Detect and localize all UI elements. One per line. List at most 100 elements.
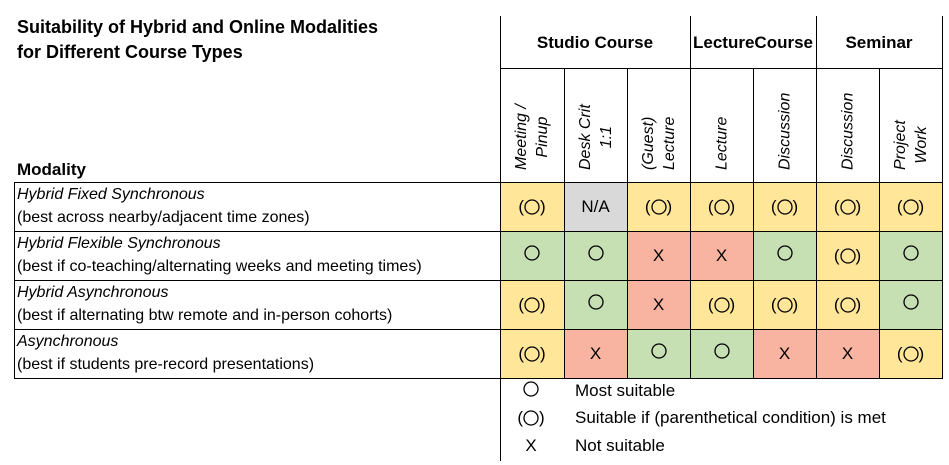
rating-cell: X bbox=[627, 280, 690, 329]
modality-name: Hybrid Flexible Synchronous bbox=[17, 235, 221, 252]
paren-circle-icon: () bbox=[833, 196, 862, 216]
column-header-text: Lecture bbox=[711, 117, 732, 170]
column-header-line: Lecture bbox=[713, 116, 730, 170]
paren-circle-icon: () bbox=[707, 196, 736, 216]
column-header: Meeting / Pinup bbox=[500, 68, 564, 182]
rating-cell: N/A bbox=[564, 182, 627, 231]
circle-icon bbox=[776, 245, 793, 266]
column-divider bbox=[816, 16, 817, 379]
x-mark: X bbox=[778, 343, 791, 363]
paren-circle-icon: () bbox=[833, 294, 862, 314]
circle-icon bbox=[650, 343, 667, 364]
modality-row-label: Hybrid Fixed Synchronous (best across nea… bbox=[17, 183, 310, 229]
legend-symbol: X bbox=[500, 435, 562, 457]
column-header-line: Desk Crit bbox=[576, 104, 594, 170]
column-header-text: Desk Crit 1:1 bbox=[575, 104, 617, 170]
column-header: Discussion bbox=[753, 68, 816, 182]
x-mark: X bbox=[652, 245, 665, 265]
paren-circle-icon: () bbox=[517, 408, 545, 427]
group-header-line: Course bbox=[754, 32, 813, 52]
group-header-line: Studio Course bbox=[536, 32, 654, 52]
column-header-text: Discussion bbox=[774, 93, 795, 170]
modality-column-header: Modality bbox=[17, 160, 86, 179]
x-mark: X bbox=[652, 294, 665, 314]
page-title: Suitability of Hybrid and Online Modalit… bbox=[17, 15, 378, 65]
circle-icon bbox=[902, 294, 919, 315]
x-mark: X bbox=[525, 436, 537, 455]
row-divider bbox=[14, 280, 942, 281]
column-header: Lecture bbox=[690, 68, 753, 182]
na-text: N/A bbox=[581, 196, 610, 216]
modality-note: (best if alternating btw remote and in-p… bbox=[17, 307, 393, 324]
rating-cell bbox=[879, 231, 942, 280]
x-mark: X bbox=[715, 245, 728, 265]
paren-circle-icon: () bbox=[518, 294, 546, 314]
column-header-line: 1:1 bbox=[597, 125, 615, 149]
column-header-line: (Guest) bbox=[639, 116, 657, 170]
table-left-border bbox=[14, 182, 15, 379]
legend-symbol bbox=[500, 380, 562, 402]
rating-cell: () bbox=[879, 329, 942, 378]
rating-cell: () bbox=[816, 280, 879, 329]
modality-note: (best if students pre-record presentatio… bbox=[17, 356, 315, 373]
legend-label: Suitable if (parenthetical condition) is… bbox=[575, 408, 886, 427]
column-header-line: Discussion bbox=[839, 92, 856, 170]
circle-icon bbox=[587, 245, 604, 266]
rating-cell bbox=[753, 231, 816, 280]
rating-cell: X bbox=[564, 329, 627, 378]
modality-note: (best if co-teaching/alternating weeks a… bbox=[17, 258, 422, 275]
modality-note: (best across nearby/adjacent time zones) bbox=[17, 209, 310, 226]
column-header-line: Pinup bbox=[534, 116, 551, 158]
column-header-text: (Guest) Lecture bbox=[638, 117, 680, 170]
modality-name: Hybrid Asynchronous bbox=[17, 284, 169, 301]
table-grid-left-border bbox=[500, 16, 501, 461]
rating-cell bbox=[564, 280, 627, 329]
row-divider bbox=[14, 378, 942, 379]
group-header: Seminar bbox=[816, 16, 942, 68]
column-header-line: Lecture bbox=[660, 116, 678, 170]
modality-name: Asynchronous bbox=[17, 333, 119, 350]
page-title-line-1: Suitability of Hybrid and Online Modalit… bbox=[17, 17, 379, 37]
x-mark: X bbox=[589, 343, 602, 363]
column-header-text: Discussion bbox=[837, 93, 858, 170]
modality-name: Hybrid Fixed Synchronous bbox=[17, 186, 205, 203]
rating-cell: () bbox=[500, 329, 564, 378]
row-divider bbox=[14, 329, 942, 330]
paren-circle-icon: () bbox=[770, 196, 799, 216]
column-header-text: Project Work bbox=[890, 120, 932, 170]
legend-label: Most suitable bbox=[575, 381, 676, 400]
modality-row-label: Hybrid Flexible Synchronous (best if co-t… bbox=[17, 232, 422, 278]
circle-icon bbox=[523, 380, 539, 402]
column-header: (Guest) Lecture bbox=[627, 68, 690, 182]
rating-cell: () bbox=[500, 182, 564, 231]
group-header: Studio Course bbox=[500, 16, 690, 68]
column-header-line: Meeting / bbox=[513, 104, 530, 170]
row-divider bbox=[14, 182, 942, 183]
column-divider bbox=[753, 68, 754, 379]
rating-cell: X bbox=[816, 329, 879, 378]
rating-cell: () bbox=[753, 280, 816, 329]
x-mark: X bbox=[841, 343, 854, 363]
legend-label: Not suitable bbox=[575, 436, 665, 455]
column-header-line: Discussion bbox=[776, 92, 793, 170]
column-divider bbox=[690, 16, 691, 379]
rating-cell: X bbox=[690, 231, 753, 280]
paren-circle-icon: () bbox=[518, 196, 546, 216]
rating-cell: () bbox=[690, 182, 753, 231]
modality-row-label: Hybrid Asynchronous (best if alternating … bbox=[17, 281, 392, 327]
column-header-line: Work bbox=[912, 126, 930, 164]
column-header: Project Work bbox=[879, 68, 942, 182]
paren-circle-icon: () bbox=[896, 196, 925, 216]
group-header-line: Seminar bbox=[845, 32, 913, 52]
circle-icon bbox=[902, 245, 919, 266]
rating-cell: X bbox=[627, 231, 690, 280]
circle-icon bbox=[713, 343, 730, 364]
page-title-line-2: for Different Course Types bbox=[17, 42, 243, 62]
column-header-line: Project bbox=[891, 120, 909, 170]
rating-cell bbox=[690, 329, 753, 378]
column-divider bbox=[627, 68, 628, 379]
rating-cell: () bbox=[627, 182, 690, 231]
column-header: Desk Crit 1:1 bbox=[564, 68, 627, 182]
group-header: Lecture Course bbox=[690, 16, 816, 68]
rating-cell bbox=[627, 329, 690, 378]
